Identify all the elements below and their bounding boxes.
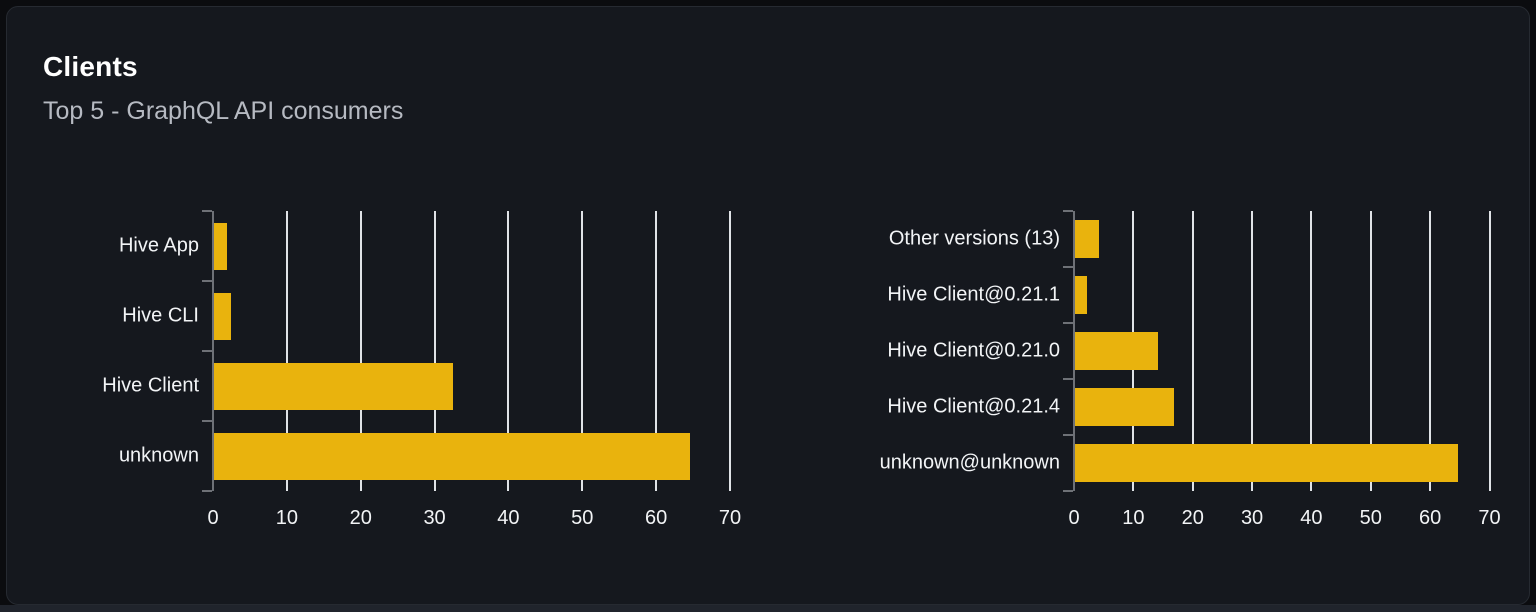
y-axis-line (212, 211, 214, 491)
clients-by-version-bar-chart: Other versions (13) Hive Client@0.21.1 Hiv… (880, 210, 1501, 529)
bar-unknown-unknown[interactable] (1075, 444, 1458, 482)
category-label-hive-client-0-21-1: Hive Client@0.21.1 (887, 283, 1060, 306)
panel-title: Clients (43, 51, 138, 82)
x-tick-label-20: 20 (1181, 507, 1204, 529)
gridline (581, 211, 584, 491)
x-tick-label-0: 0 (1068, 507, 1080, 529)
category-label-hive-app: Hive App (118, 234, 199, 257)
y-axis-line (1073, 211, 1075, 491)
x-tick-label-10: 10 (275, 507, 298, 529)
y-axis-tick (1063, 210, 1073, 212)
gridline (1310, 211, 1313, 491)
x-tick-label-30: 30 (423, 507, 446, 529)
y-axis-tick (202, 490, 212, 492)
gridline (359, 211, 362, 491)
bar-hive-app[interactable] (214, 222, 227, 270)
y-axis-tick (202, 280, 212, 282)
bar-other-versions-13[interactable] (1075, 220, 1100, 258)
gridline (507, 211, 510, 491)
gridline (1251, 211, 1254, 491)
clients-by-name-bar-chart: Hive App Hive CLI Hive Client unknown 0 10 20 3… (102, 210, 741, 529)
category-label-unknown: unknown (118, 444, 199, 467)
x-tick-label-40: 40 (1300, 507, 1323, 529)
clients-panel: Clients Top 5 - GraphQL API consumers Hi… (6, 6, 1530, 605)
bar-hive-client[interactable] (214, 362, 453, 410)
category-label-hive-client-0-21-0: Hive Client@0.21.0 (887, 339, 1060, 362)
gridline (1488, 211, 1491, 491)
y-axis-tick (1063, 378, 1073, 380)
category-label-unknown-unknown: unknown@unknown (879, 451, 1060, 474)
x-tick-label-10: 10 (1122, 507, 1145, 529)
y-axis-tick (1063, 434, 1073, 436)
bar-hive-client-0-21-1[interactable] (1075, 276, 1087, 314)
bar-hive-cli[interactable] (214, 292, 231, 340)
y-axis-tick (202, 210, 212, 212)
x-tick-label-50: 50 (571, 507, 594, 529)
gridline (729, 211, 731, 491)
category-label-hive-cli: Hive CLI (122, 304, 199, 327)
x-tick-label-70: 70 (718, 507, 742, 529)
gridline (285, 211, 288, 491)
bar-hive-client-0-21-0[interactable] (1075, 332, 1158, 370)
next-panel-edge (0, 605, 1536, 612)
x-tick-label-70: 70 (1478, 507, 1501, 529)
category-label-hive-client: Hive Client (102, 374, 199, 397)
x-tick-label-60: 60 (645, 507, 668, 529)
gridline (433, 211, 436, 491)
y-axis-tick (1063, 266, 1073, 268)
category-label-other-versions-13: Other versions (13) (888, 227, 1060, 250)
category-label-hive-client-0-21-4: Hive Client@0.21.4 (887, 395, 1060, 418)
x-tick-label-40: 40 (497, 507, 520, 529)
panel-subtitle: Top 5 - GraphQL API consumers (43, 97, 404, 125)
x-tick-label-30: 30 (1240, 507, 1264, 529)
y-axis-tick (1063, 490, 1073, 492)
gridline (655, 211, 658, 491)
x-tick-label-50: 50 (1359, 507, 1382, 529)
bar-hive-client-0-21-4[interactable] (1075, 388, 1174, 426)
gridline (1369, 211, 1372, 491)
x-tick-label-20: 20 (349, 507, 372, 529)
y-axis-tick (202, 350, 212, 352)
gridline (1429, 211, 1432, 491)
bar-unknown[interactable] (214, 432, 691, 480)
y-axis-tick (202, 420, 212, 422)
x-tick-label-0: 0 (207, 507, 219, 529)
gridline (1191, 211, 1194, 491)
x-tick-label-60: 60 (1419, 507, 1442, 529)
y-axis-tick (1063, 322, 1073, 324)
